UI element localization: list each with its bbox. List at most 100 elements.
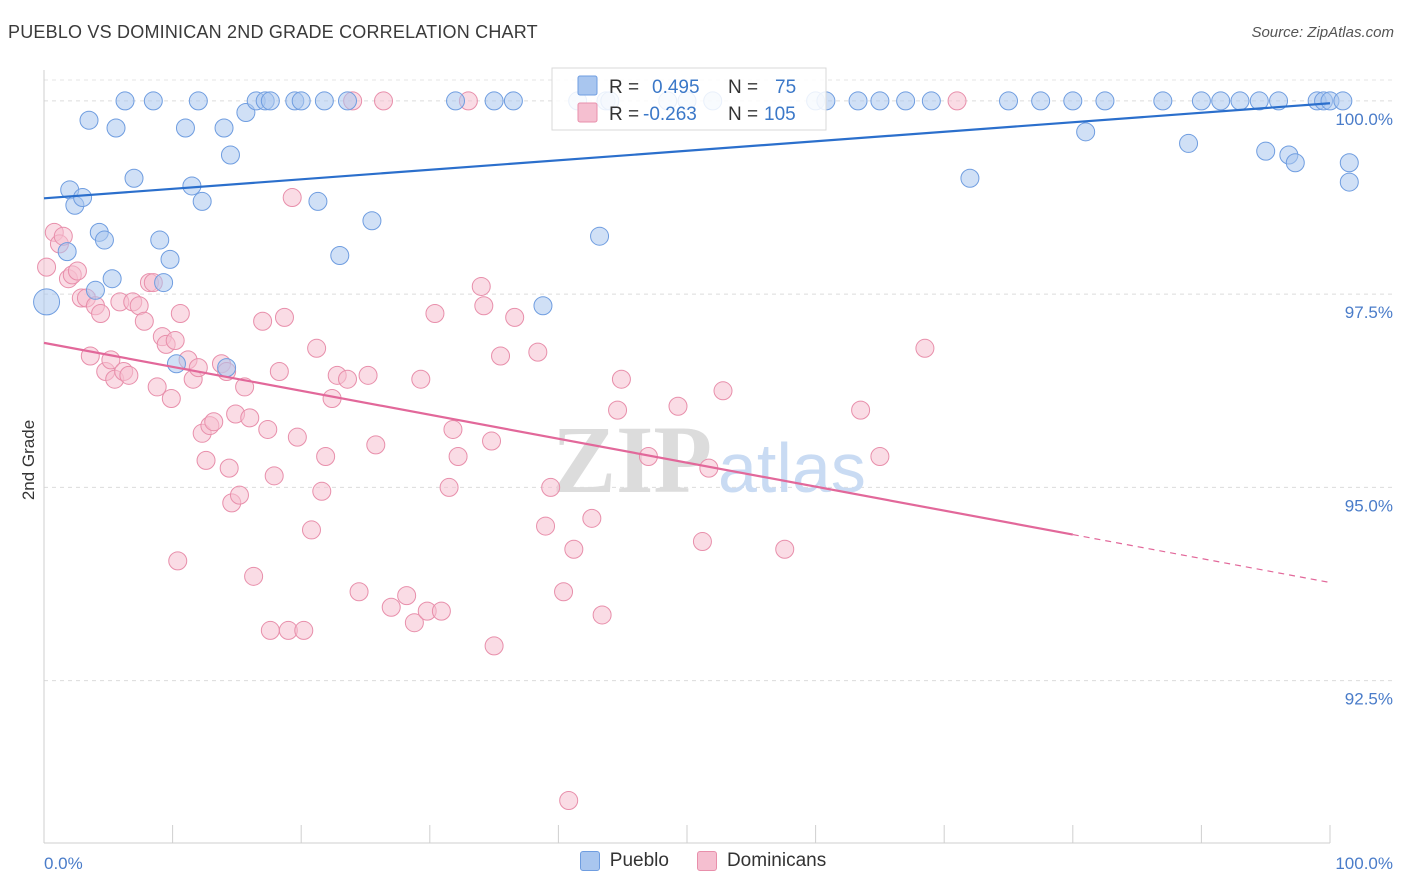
pueblo-point-28: [260, 91, 280, 111]
dominicans-point-46: [253, 311, 273, 331]
dominicans-point-43: [235, 377, 255, 397]
dominicans-point-68: [381, 597, 401, 617]
pueblo-point-41: [590, 226, 610, 246]
pueblo-point-0: [33, 288, 61, 316]
dominicans-point-83: [491, 346, 511, 366]
legend-item-dominicans: Dominicans: [696, 850, 826, 872]
pueblo-point-12: [124, 168, 144, 188]
dominicans-point-44: [240, 408, 260, 428]
pueblo-point-64: [1249, 91, 1269, 111]
dominicans-point-82: [484, 636, 504, 656]
x-tick-label-1: 100.0%: [1335, 854, 1393, 873]
pueblo-point-21: [192, 191, 212, 211]
dominicans-point-56: [301, 520, 321, 540]
pueblo-point-58: [1095, 91, 1115, 111]
dominicans-point-101: [851, 400, 871, 420]
pueblo-point-14: [150, 230, 170, 250]
dominicans-point-87: [541, 477, 561, 497]
pueblo-point-24: [220, 145, 240, 165]
dominicans-point-81: [482, 431, 502, 451]
dominicans-point-28: [170, 303, 190, 323]
pueblo-point-9: [102, 269, 122, 289]
pueblo-point-33: [330, 246, 350, 266]
dominicans-swatch: [696, 851, 717, 871]
legend-n-value-pueblo: 75: [775, 77, 796, 98]
dominicans-point-20: [134, 311, 154, 331]
pueblo-point-32: [314, 91, 334, 111]
pueblo-point-35: [362, 211, 382, 231]
y-tick-label-1: 95.0%: [1345, 496, 1393, 515]
dominicans-trend-extension: [1072, 533, 1331, 584]
pueblo-point-63: [1230, 91, 1250, 111]
pueblo-point-6: [85, 280, 105, 300]
dominicans-point-47: [258, 419, 278, 439]
pueblo-point-39: [533, 296, 553, 316]
pueblo-point-66: [1269, 91, 1289, 111]
pueblo-point-52: [921, 91, 941, 111]
dominicans-point-80: [474, 296, 494, 316]
pueblo-point-34: [337, 91, 357, 111]
dominicans-point-57: [307, 338, 327, 358]
pueblo-point-22: [214, 118, 234, 138]
pueblo-point-31: [308, 191, 328, 211]
x-tick-labels: 0.0% 100.0%: [44, 854, 1393, 873]
pueblo-label: Pueblo: [609, 850, 669, 871]
watermark: ZIP atlas: [552, 406, 866, 513]
legend-swatch-dominicans: [577, 102, 598, 123]
dominicans-point-54: [287, 427, 307, 447]
dominicans-point-85: [528, 342, 548, 362]
dominicans-point-79: [471, 276, 491, 296]
pueblo-point-20: [188, 91, 208, 111]
pueblo-point-74: [1339, 172, 1359, 192]
dominicans-point-90: [564, 539, 584, 559]
y-tick-label-0: 92.5%: [1345, 690, 1393, 709]
pueblo-swatch: [579, 851, 600, 871]
dominicans-point-64: [349, 582, 369, 602]
y-axis-label: 2nd Grade: [19, 420, 38, 500]
legend-n-label-pueblo: N =: [728, 77, 758, 98]
dominicans-point-70: [404, 613, 424, 633]
dominicans-point-91: [582, 508, 602, 528]
pueblo-point-59: [1153, 91, 1173, 111]
pueblo-point-15: [154, 273, 174, 293]
dominicans-point-97: [692, 532, 712, 552]
dominicans-point-104: [947, 91, 967, 111]
legend-r-label-pueblo: R =: [609, 77, 639, 98]
pueblo-point-17: [166, 354, 186, 374]
dominicans-point-93: [608, 400, 628, 420]
dominicans-point-84: [505, 307, 525, 327]
pueblo-point-1: [57, 242, 77, 262]
pueblo-point-11: [115, 91, 135, 111]
dominicans-point-71: [411, 369, 431, 389]
legend-r-value-dominicans: -0.263: [643, 104, 697, 125]
legend-r-value-pueblo: 0.495: [652, 77, 700, 98]
pueblo-points: [33, 91, 1359, 378]
dominicans-point-65: [358, 365, 378, 385]
pueblo-point-56: [1063, 91, 1083, 111]
dominicans-point-73: [425, 303, 445, 323]
pueblo-point-73: [1339, 153, 1359, 173]
dominicans-point-103: [915, 338, 935, 358]
dominicans-point-29: [168, 551, 188, 571]
legend-item-pueblo: Pueblo: [579, 850, 669, 872]
dominicans-point-36: [204, 412, 224, 432]
pueblo-point-38: [503, 91, 523, 111]
dominicans-point-49: [264, 466, 284, 486]
pueblo-point-4: [73, 188, 93, 208]
pueblo-trend-line: [43, 102, 1331, 200]
pueblo-point-54: [999, 91, 1018, 111]
series-legend: Pueblo Dominicans: [0, 850, 1406, 872]
dominicans-point-26: [161, 389, 181, 409]
dominicans-point-27: [165, 331, 185, 351]
dominicans-point-17: [119, 365, 139, 385]
dominicans-point-89: [559, 790, 579, 810]
dominicans-point-34: [196, 450, 216, 470]
dominicans-point-102: [870, 447, 890, 466]
dominicans-point-92: [592, 605, 612, 625]
dominicans-point-42: [229, 485, 249, 505]
pueblo-point-10: [106, 118, 126, 138]
dominicans-point-23: [147, 377, 167, 397]
trend-lines: [43, 102, 1331, 584]
pueblo-point-61: [1191, 91, 1211, 111]
